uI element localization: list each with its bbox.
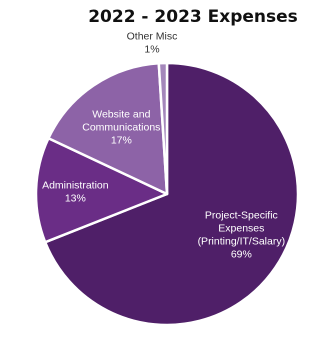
pie-label-line: Website and <box>92 109 150 121</box>
pie-label-percent: 13% <box>65 193 86 205</box>
chart-title: 2022 - 2023 Expenses <box>88 7 298 27</box>
pie-slices <box>34 61 300 327</box>
pie-label-percent: 1% <box>144 43 159 55</box>
pie-slice-2 <box>47 62 169 196</box>
pie-label-2: Website and Communications 17% <box>82 109 160 147</box>
pie-label-line: (Printing/IT/Salary) <box>198 236 286 248</box>
pie-label-3: Other Misc 1% <box>127 30 178 55</box>
pie-label-percent: 17% <box>111 135 132 147</box>
pie-label-1: Administration 13% <box>42 180 109 205</box>
pie-label-line: Project-Specific <box>205 210 278 222</box>
pie-slice-1 <box>34 136 169 244</box>
pie-slice-0 <box>43 61 300 327</box>
pie-labels: Project-Specific Expenses (Printing/IT/Sal… <box>42 30 285 260</box>
pie-label-line: Expenses <box>218 223 264 235</box>
pie-label-line: Administration <box>42 180 109 192</box>
pie-label-0: Project-Specific Expenses (Printing/IT/Sal… <box>198 210 286 261</box>
pie-slice-3 <box>157 61 169 196</box>
pie-label-line: Other Misc <box>127 30 178 42</box>
pie-label-line: Communications <box>82 122 160 134</box>
pie-label-percent: 69% <box>231 249 252 261</box>
